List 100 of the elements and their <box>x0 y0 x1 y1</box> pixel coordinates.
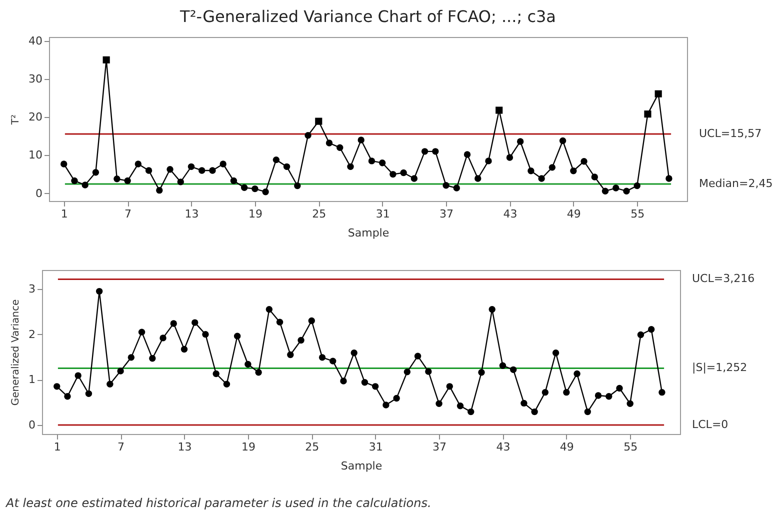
x-tick-label: 55 <box>630 208 645 220</box>
point <box>266 306 273 313</box>
point <box>262 188 269 196</box>
point <box>542 388 549 396</box>
y-tick-label: 20 <box>28 110 42 124</box>
ref-line-label: Median=2,45 <box>699 177 773 190</box>
x-tick-label: 49 <box>560 440 574 454</box>
x-tick-label: 1 <box>60 208 68 220</box>
point <box>240 184 248 191</box>
point <box>220 160 226 168</box>
point <box>658 388 666 396</box>
x-tick-label: 13 <box>184 208 199 220</box>
point <box>516 138 524 145</box>
x-tick-label: 25 <box>305 440 320 454</box>
point <box>128 354 135 361</box>
point <box>117 368 124 374</box>
point <box>591 174 598 180</box>
point <box>252 185 258 192</box>
point <box>372 383 379 390</box>
point <box>453 184 460 192</box>
point <box>71 177 78 184</box>
point <box>287 351 294 358</box>
y-tick-label: 3 <box>28 282 36 296</box>
y-axis-title: Generalized Variance <box>10 299 22 406</box>
point <box>574 370 580 378</box>
point <box>400 169 407 176</box>
point <box>559 137 566 144</box>
point <box>336 144 344 151</box>
point <box>393 394 400 402</box>
point <box>496 106 503 114</box>
point <box>223 380 230 388</box>
ref-line-label: |S|=1,252 <box>692 361 748 374</box>
point <box>276 318 284 326</box>
point <box>390 170 396 178</box>
y-tick-label: 30 <box>28 72 42 86</box>
point <box>478 369 485 376</box>
point <box>485 158 492 164</box>
x-tick-label: 7 <box>118 440 125 454</box>
point <box>177 178 184 186</box>
point <box>436 400 442 407</box>
point <box>654 90 662 98</box>
x-axis-title: Sample <box>348 226 390 240</box>
y-tick-label: 40 <box>28 34 42 48</box>
x-tick-label: 31 <box>376 208 390 220</box>
x-tick-label: 55 <box>624 440 638 454</box>
x-tick-label: 19 <box>241 440 256 454</box>
point <box>198 167 206 174</box>
point <box>442 182 450 189</box>
point <box>114 176 120 182</box>
point <box>209 167 216 174</box>
point <box>124 177 131 184</box>
point <box>538 175 545 182</box>
point <box>506 154 514 161</box>
point <box>584 408 591 416</box>
point <box>234 332 241 340</box>
point <box>552 350 560 356</box>
point <box>382 402 390 408</box>
text: At least one estimated historical parameter is used in the calculations. <box>6 496 432 510</box>
point <box>272 156 280 164</box>
point <box>283 163 290 170</box>
point <box>648 326 655 333</box>
point <box>446 383 453 390</box>
point <box>570 168 577 174</box>
point <box>64 393 71 400</box>
ref-line-label: LCL=0 <box>692 418 728 431</box>
point <box>192 319 198 326</box>
point <box>520 400 528 407</box>
point <box>166 166 174 173</box>
point <box>432 148 439 155</box>
point <box>138 328 146 336</box>
x-tick-label: 43 <box>503 208 518 220</box>
x-tick-label: 37 <box>440 208 454 220</box>
point <box>468 408 474 416</box>
point <box>54 383 60 390</box>
x-tick-label: 7 <box>124 208 132 220</box>
x-tick-label: 31 <box>368 440 383 454</box>
point <box>499 362 506 369</box>
point <box>464 151 471 158</box>
point <box>548 164 556 171</box>
point <box>230 177 238 184</box>
x-tick-label: 49 <box>566 208 581 220</box>
point <box>358 136 364 144</box>
point <box>623 188 630 194</box>
x-tick-label: 37 <box>432 440 447 454</box>
point <box>304 132 312 139</box>
x-tick-label: 1 <box>54 440 61 454</box>
point <box>315 118 322 125</box>
y-tick-label: 0 <box>36 186 42 200</box>
point <box>134 160 142 168</box>
point <box>82 182 88 188</box>
point <box>170 320 177 327</box>
x-tick-label: 19 <box>248 208 262 220</box>
point <box>404 368 411 376</box>
point <box>425 368 432 375</box>
point <box>350 350 358 356</box>
point <box>160 334 166 342</box>
point <box>616 384 623 392</box>
x-tick-label: 13 <box>178 440 192 454</box>
point <box>298 336 304 344</box>
x-tick-label: 43 <box>496 440 510 454</box>
